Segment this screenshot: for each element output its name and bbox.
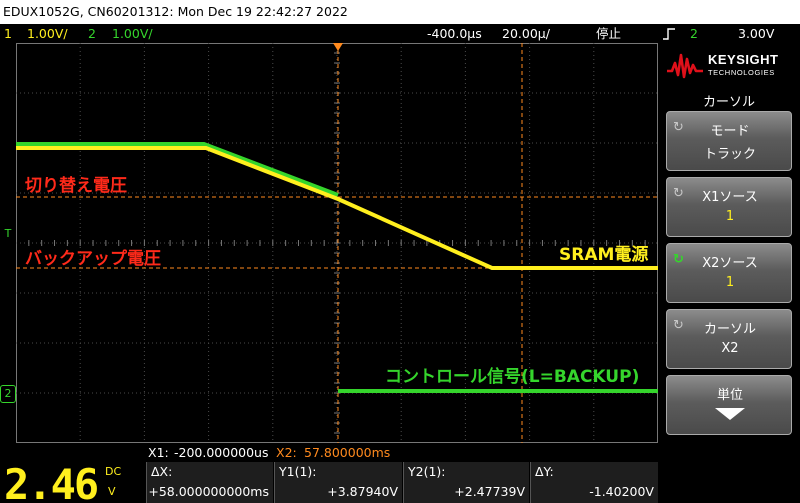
softkey-value: X2 (721, 341, 739, 356)
backup-voltage-label: バックアップ電圧 (25, 249, 161, 269)
time-scale[interactable]: 20.00µ/ (502, 26, 550, 41)
dvm-value: 2.46 (4, 460, 99, 503)
meas-label: Y1(1): (279, 464, 317, 479)
rotate-knob-icon: ↻ (673, 186, 684, 201)
run-state[interactable]: 停止 (596, 26, 622, 41)
trigger-level[interactable]: 3.00V (738, 26, 775, 41)
softkey-mode[interactable]: ↻ モード トラック (666, 111, 792, 171)
ch1-number[interactable]: 1 (4, 26, 12, 41)
x2-label: X2: (276, 445, 297, 460)
meas-value: +2.47739V (454, 484, 525, 499)
softkey-value: 1 (725, 275, 735, 290)
meas-y1[interactable]: Y1(1): +3.87940V (274, 462, 402, 503)
side-panel: KEYSIGHT TECHNOLOGIES カーソル ↻ モード トラック ↻ … (658, 43, 800, 503)
dvm-readout: 2.46 DC V (2, 460, 142, 503)
brand-name: KEYSIGHT (708, 52, 779, 67)
softkey-label: カーソル (703, 322, 756, 337)
meas-value: +58.000000000ms (148, 484, 269, 499)
ch2-number[interactable]: 2 (88, 26, 96, 41)
trigger-level-marker[interactable]: T (4, 227, 12, 240)
sram-power-label: SRAM電源 (559, 245, 649, 265)
cursor-readout-row: X1: -200.000000us X2: 57.800000ms (0, 443, 658, 462)
ch1-scale[interactable]: 1.00V/ (27, 26, 68, 41)
waveform-display[interactable]: 切り替え電圧 バックアップ電圧 SRAM電源 コントロール信号(L=BACKUP… (16, 43, 658, 443)
softkey-value: 1 (725, 209, 735, 224)
title-bar: EDUX1052G, CN60201312: Mon Dec 19 22:42:… (0, 0, 800, 24)
meas-value: -1.40200V (589, 484, 654, 499)
meas-value: +3.87940V (327, 484, 398, 499)
rotate-knob-icon: ↻ (673, 252, 684, 267)
ch2-scale[interactable]: 1.00V/ (112, 26, 153, 41)
status-bar: 1 1.00V/ 2 1.00V/ -400.0µs 20.00µ/ 停止 2 … (0, 24, 800, 43)
softkey-cursor[interactable]: ↻ カーソル X2 (666, 309, 792, 369)
rotate-knob-icon: ↻ (673, 120, 684, 135)
dvm-unit: V (108, 485, 116, 498)
dvm-coupling: DC (105, 465, 122, 478)
softkey-value: トラック (703, 147, 756, 162)
softkey-label: 単位 (716, 388, 743, 403)
switch-voltage-label: 切り替え電圧 (25, 176, 127, 196)
trigger-position-marker[interactable] (333, 43, 343, 51)
brand-sub: TECHNOLOGIES (708, 68, 775, 77)
keysight-logo: KEYSIGHT TECHNOLOGIES (666, 47, 794, 83)
ch2-trace-upper (16, 142, 339, 197)
softkey-x2-source[interactable]: ↻ X2ソース 1 (666, 243, 792, 303)
ch2-ground-marker[interactable]: 2 (0, 385, 16, 403)
x1-value: -200.000000us (174, 445, 269, 460)
down-arrow-icon (715, 408, 745, 420)
bottom-bar: X1: -200.000000us X2: 57.800000ms 2.46 D… (0, 443, 658, 503)
waveform-canvas (16, 43, 658, 443)
menu-title: カーソル (702, 95, 755, 110)
keysight-wave-icon (667, 53, 703, 79)
meas-delta-x[interactable]: ΔX: +58.000000000ms (146, 462, 273, 503)
ch1-trace (16, 146, 658, 270)
x1-label: X1: (148, 445, 169, 460)
meas-delta-y[interactable]: ΔY: -1.40200V (530, 462, 658, 503)
rotate-knob-icon: ↻ (673, 318, 684, 333)
softkey-units[interactable]: 単位 (666, 375, 792, 435)
meas-label: Y2(1): (408, 464, 446, 479)
meas-label: ΔX: (151, 464, 173, 479)
rising-edge-icon (662, 24, 676, 46)
softkey-label: モード (710, 124, 750, 139)
softkey-label: X1ソース (702, 190, 758, 205)
meas-label: ΔY: (535, 464, 554, 479)
time-delay[interactable]: -400.0µs (427, 26, 482, 41)
x2-value: 57.800000ms (304, 445, 391, 460)
softkey-x1-source[interactable]: ↻ X1ソース 1 (666, 177, 792, 237)
control-signal-label: コントロール信号(L=BACKUP) (385, 367, 640, 387)
softkey-label: X2ソース (702, 256, 758, 271)
meas-y2[interactable]: Y2(1): +2.47739V (403, 462, 529, 503)
trigger-source[interactable]: 2 (690, 26, 698, 41)
